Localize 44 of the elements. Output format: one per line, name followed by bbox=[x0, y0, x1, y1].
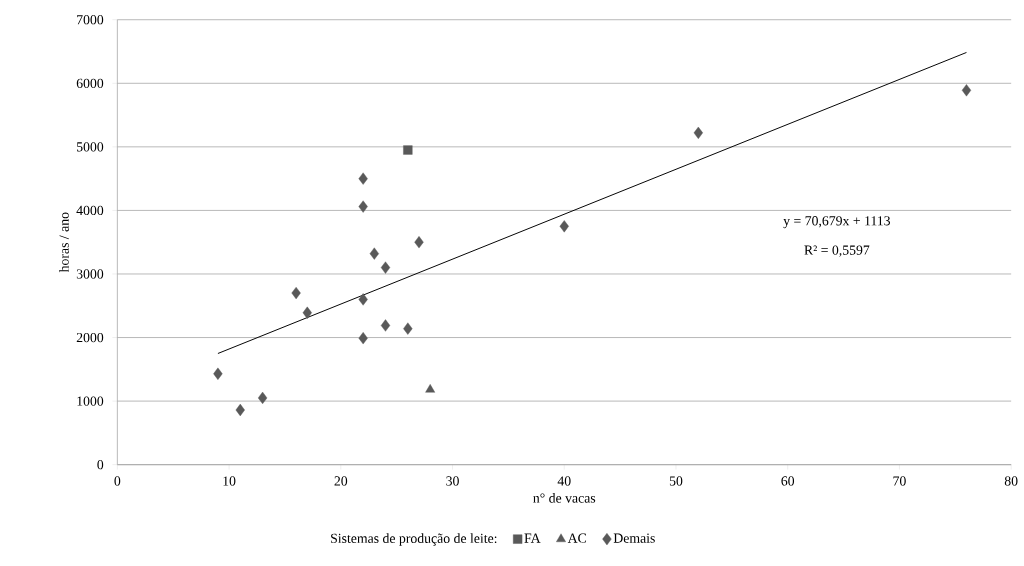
legend-label: FA bbox=[524, 533, 541, 543]
x-tick-label: 70 bbox=[893, 476, 906, 486]
x-tick-label: 60 bbox=[781, 476, 795, 486]
point bbox=[559, 220, 569, 233]
y-tick-label: 1000 bbox=[77, 396, 104, 406]
point bbox=[369, 247, 379, 260]
point bbox=[425, 383, 436, 393]
x-tick-label: 10 bbox=[223, 476, 236, 486]
point bbox=[414, 235, 424, 249]
point bbox=[291, 286, 301, 299]
x-tick-label: 80 bbox=[1004, 476, 1018, 486]
point bbox=[213, 367, 223, 380]
point bbox=[257, 391, 268, 404]
point bbox=[358, 293, 368, 306]
x-axis-title: n° de vacas bbox=[533, 492, 596, 503]
x-tick-label: 50 bbox=[669, 476, 683, 486]
annotation: R² = 0,5597 bbox=[804, 245, 870, 257]
legend-label: Demais bbox=[613, 533, 655, 543]
y-tick-label: 7000 bbox=[77, 14, 104, 25]
legend-label: AC bbox=[567, 533, 587, 543]
point bbox=[380, 261, 391, 274]
point bbox=[358, 172, 368, 185]
annotation: y = 70,679x + 1113 bbox=[783, 215, 891, 229]
y-tick-label: 2000 bbox=[76, 332, 104, 343]
point bbox=[235, 403, 245, 416]
y-tick-label: 0 bbox=[97, 459, 104, 470]
point bbox=[961, 84, 972, 97]
point bbox=[358, 200, 368, 213]
point bbox=[302, 306, 312, 319]
x-tick-label: 0 bbox=[114, 476, 121, 486]
y-tick-label: 3000 bbox=[76, 269, 104, 279]
y-tick-label: 5000 bbox=[77, 142, 104, 152]
point bbox=[380, 319, 391, 332]
y-tick-label: 4000 bbox=[76, 205, 104, 215]
y-axis-title: horas / ano bbox=[59, 212, 69, 273]
point bbox=[403, 145, 413, 155]
x-tick-label: 30 bbox=[446, 476, 459, 486]
x-tick-label: 40 bbox=[557, 476, 571, 486]
legend-title: Sistemas de produção de leite: bbox=[331, 533, 497, 546]
point bbox=[358, 331, 368, 345]
point bbox=[403, 322, 413, 335]
x-tick-label: 20 bbox=[334, 476, 348, 486]
point bbox=[693, 126, 703, 139]
y-tick-label: 6000 bbox=[76, 78, 104, 88]
